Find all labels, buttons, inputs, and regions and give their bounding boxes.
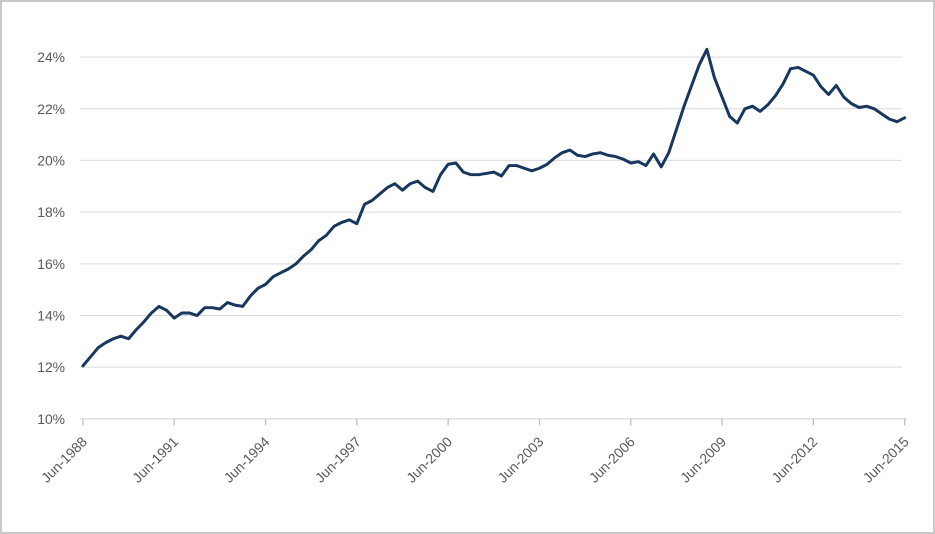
x-tick-label-Jun-2003: Jun-2003 bbox=[494, 433, 546, 485]
x-tick-label-Jun-1988: Jun-1988 bbox=[38, 433, 90, 485]
x-tick-label-Jun-2006: Jun-2006 bbox=[586, 433, 638, 485]
y-axis-labels-group: 10% 12% 14% 16% 18% 20% 22% 24% bbox=[37, 49, 65, 427]
x-tick-label-Jun-2012: Jun-2012 bbox=[768, 433, 820, 485]
y-tick-label-22%: 22% bbox=[37, 101, 65, 117]
series-group bbox=[81, 47, 907, 368]
x-tick-label-Jun-2009: Jun-2009 bbox=[677, 433, 729, 485]
x-tick-label-Jun-1994: Jun-1994 bbox=[220, 433, 272, 485]
x-axis-labels-group: Jun-1988 Jun-1991 Jun-1994 Jun-1997 Jun-2000… bbox=[38, 433, 912, 485]
gridlines-group bbox=[79, 56, 902, 368]
x-tick-label-Jun-2015: Jun-2015 bbox=[860, 433, 912, 485]
y-tick-label-20%: 20% bbox=[37, 152, 65, 168]
y-tick-label-24%: 24% bbox=[37, 49, 65, 65]
y-tick-label-18%: 18% bbox=[37, 204, 65, 220]
x-tick-label-Jun-2000: Jun-2000 bbox=[403, 433, 455, 485]
y-tick-label-16%: 16% bbox=[37, 256, 65, 272]
axes-group bbox=[79, 418, 907, 426]
y-tick-label-10%: 10% bbox=[37, 411, 65, 427]
x-tick-label-Jun-1991: Jun-1991 bbox=[129, 433, 181, 485]
y-tick-label-12%: 12% bbox=[37, 359, 65, 375]
y-tick-label-14%: 14% bbox=[37, 307, 65, 323]
series-line-percentage-series bbox=[81, 47, 907, 368]
x-tick-label-Jun-1997: Jun-1997 bbox=[312, 433, 364, 485]
